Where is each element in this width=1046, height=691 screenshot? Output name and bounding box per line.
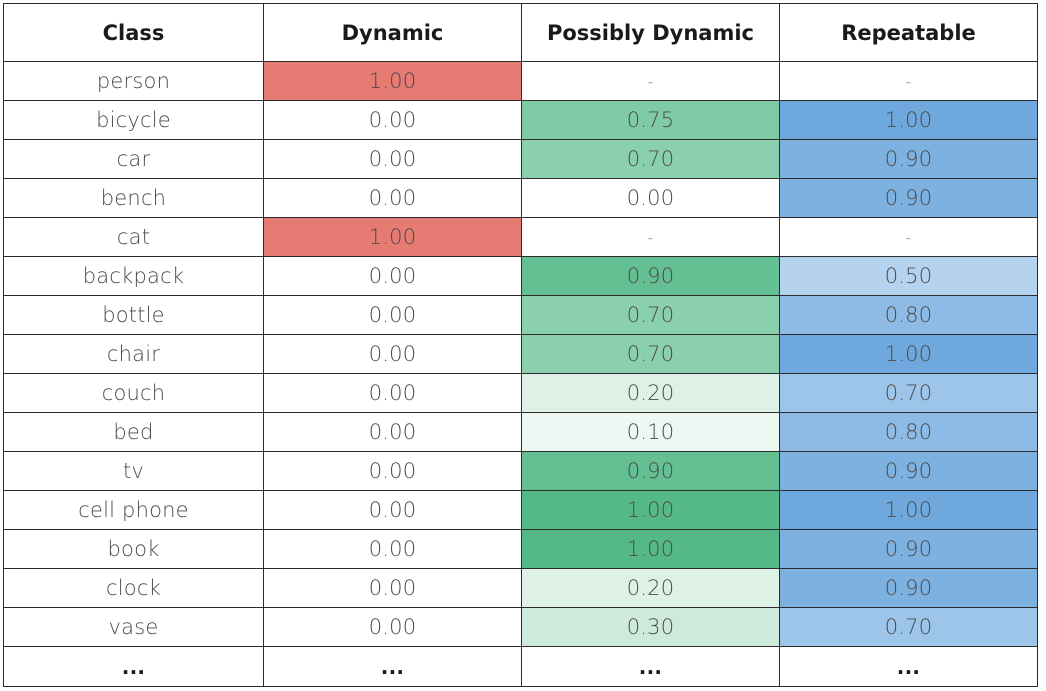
possibly-dynamic-cell: 0.20 xyxy=(521,568,780,608)
table-row: car 0.00 0.70 0.90 xyxy=(3,139,1038,179)
dynamic-cell: 0.00 xyxy=(263,529,522,569)
class-cell: bed xyxy=(3,412,264,452)
repeatable-cell: 1.00 xyxy=(779,334,1038,374)
header-possibly-dynamic: Possibly Dynamic xyxy=(521,3,780,62)
dynamic-cell: 0.00 xyxy=(263,568,522,608)
table-row: vase 0.00 0.30 0.70 xyxy=(3,607,1038,647)
dynamic-cell: 0.00 xyxy=(263,490,522,530)
ellipsis-cell: ... xyxy=(3,646,264,687)
dynamic-cell: 0.00 xyxy=(263,334,522,374)
possibly-dynamic-cell: 0.90 xyxy=(521,256,780,296)
header-row: Class Dynamic Possibly Dynamic Repeatabl… xyxy=(3,3,1038,62)
table-row: chair 0.00 0.70 1.00 xyxy=(3,334,1038,374)
table-row: cell phone 0.00 1.00 1.00 xyxy=(3,490,1038,530)
repeatable-cell: 0.90 xyxy=(779,451,1038,491)
table-row: bicycle 0.00 0.75 1.00 xyxy=(3,100,1038,140)
possibly-dynamic-cell: 1.00 xyxy=(521,529,780,569)
table-row: tv 0.00 0.90 0.90 xyxy=(3,451,1038,491)
repeatable-cell: 0.70 xyxy=(779,607,1038,647)
possibly-dynamic-cell: 0.20 xyxy=(521,373,780,413)
ellipsis-cell: ... xyxy=(263,646,522,687)
repeatable-cell: 0.90 xyxy=(779,139,1038,179)
header-class: Class xyxy=(3,3,264,62)
possibly-dynamic-cell: 0.90 xyxy=(521,451,780,491)
header-dynamic: Dynamic xyxy=(263,3,522,62)
dynamic-cell: 0.00 xyxy=(263,451,522,491)
dynamic-cell: 0.00 xyxy=(263,295,522,335)
class-cell: cell phone xyxy=(3,490,264,530)
possibly-dynamic-cell: 0.70 xyxy=(521,139,780,179)
possibly-dynamic-cell: 0.70 xyxy=(521,295,780,335)
possibly-dynamic-cell: 0.10 xyxy=(521,412,780,452)
dynamic-cell: 1.00 xyxy=(263,217,522,257)
class-cell: book xyxy=(3,529,264,569)
possibly-dynamic-cell: - xyxy=(521,217,780,257)
possibly-dynamic-cell: 0.30 xyxy=(521,607,780,647)
repeatable-cell: - xyxy=(779,217,1038,257)
class-score-table: Class Dynamic Possibly Dynamic Repeatabl… xyxy=(3,3,1038,687)
class-cell: person xyxy=(3,61,264,101)
table-row: book 0.00 1.00 0.90 xyxy=(3,529,1038,569)
possibly-dynamic-cell: - xyxy=(521,61,780,101)
class-cell: chair xyxy=(3,334,264,374)
repeatable-cell: 0.80 xyxy=(779,412,1038,452)
repeatable-cell: 0.90 xyxy=(779,568,1038,608)
class-cell: cat xyxy=(3,217,264,257)
repeatable-cell: 0.90 xyxy=(779,178,1038,218)
dynamic-cell: 0.00 xyxy=(263,139,522,179)
class-cell: bottle xyxy=(3,295,264,335)
repeatable-cell: 1.00 xyxy=(779,100,1038,140)
dynamic-cell: 0.00 xyxy=(263,178,522,218)
possibly-dynamic-cell: 1.00 xyxy=(521,490,780,530)
repeatable-cell: 0.90 xyxy=(779,529,1038,569)
class-cell: couch xyxy=(3,373,264,413)
dynamic-cell: 0.00 xyxy=(263,373,522,413)
class-cell: tv xyxy=(3,451,264,491)
table-row: bottle 0.00 0.70 0.80 xyxy=(3,295,1038,335)
table-row: person 1.00 - - xyxy=(3,61,1038,101)
class-cell: backpack xyxy=(3,256,264,296)
class-cell: bicycle xyxy=(3,100,264,140)
ellipsis-cell: ... xyxy=(521,646,780,687)
repeatable-cell: 0.50 xyxy=(779,256,1038,296)
repeatable-cell: 1.00 xyxy=(779,490,1038,530)
dynamic-cell: 0.00 xyxy=(263,100,522,140)
possibly-dynamic-cell: 0.70 xyxy=(521,334,780,374)
table-row: bed 0.00 0.10 0.80 xyxy=(3,412,1038,452)
possibly-dynamic-cell: 0.75 xyxy=(521,100,780,140)
dynamic-cell: 0.00 xyxy=(263,412,522,452)
repeatable-cell: - xyxy=(779,61,1038,101)
class-cell: clock xyxy=(3,568,264,608)
repeatable-cell: 0.80 xyxy=(779,295,1038,335)
dynamic-cell: 1.00 xyxy=(263,61,522,101)
class-cell: car xyxy=(3,139,264,179)
table-row: clock 0.00 0.20 0.90 xyxy=(3,568,1038,608)
repeatable-cell: 0.70 xyxy=(779,373,1038,413)
dynamic-cell: 0.00 xyxy=(263,607,522,647)
header-repeatable: Repeatable xyxy=(779,3,1038,62)
dynamic-cell: 0.00 xyxy=(263,256,522,296)
ellipsis-cell: ... xyxy=(779,646,1038,687)
table-row: cat 1.00 - - xyxy=(3,217,1038,257)
table-row: couch 0.00 0.20 0.70 xyxy=(3,373,1038,413)
possibly-dynamic-cell: 0.00 xyxy=(521,178,780,218)
class-cell: bench xyxy=(3,178,264,218)
class-cell: vase xyxy=(3,607,264,647)
ellipsis-row: ... ... ... ... xyxy=(3,646,1038,687)
table-row: bench 0.00 0.00 0.90 xyxy=(3,178,1038,218)
table-row: backpack 0.00 0.90 0.50 xyxy=(3,256,1038,296)
